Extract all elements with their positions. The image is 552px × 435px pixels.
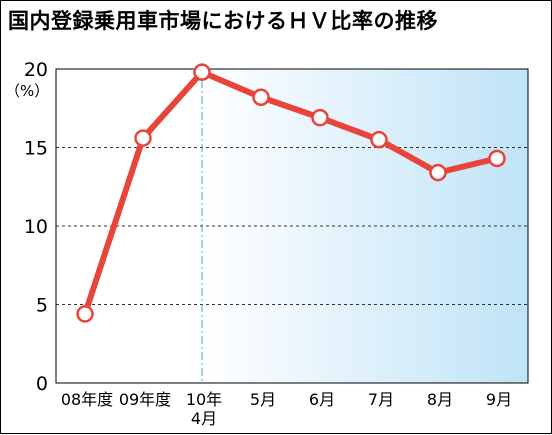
plot-area (55, 68, 529, 384)
x-tick-label: 6月 (309, 390, 335, 409)
data-point (370, 130, 388, 149)
y-tick-label: 5 (36, 295, 48, 317)
hv-ratio-line (82, 69, 500, 317)
data-point (134, 129, 152, 147)
x-tick-label: 8月 (427, 390, 453, 409)
data-point (193, 63, 211, 81)
x-tick-label: 5月 (250, 390, 276, 409)
x-tick-label: 4月 (191, 409, 217, 428)
chart-title: 国内登録乗用車市場におけるＨＶ比率の推移 (8, 9, 438, 33)
x-tick-label: 9月 (486, 390, 512, 409)
data-point (76, 305, 94, 323)
y-tick-label: 10 (24, 216, 48, 238)
data-point (252, 88, 270, 107)
y-tick-label: 15 (24, 138, 48, 160)
x-tick-label: 08年度 (61, 390, 113, 409)
y-tick-label: 0 (36, 373, 48, 395)
x-tick-label: 10年 (186, 390, 222, 409)
data-point (311, 108, 329, 127)
y-tick-label: 20 (24, 59, 48, 81)
x-tick-label: 7月 (368, 390, 394, 409)
data-point (488, 149, 506, 168)
y-axis-unit: （%） (5, 82, 49, 100)
x-tick-label: 09年度 (119, 390, 171, 409)
data-point (429, 163, 447, 182)
